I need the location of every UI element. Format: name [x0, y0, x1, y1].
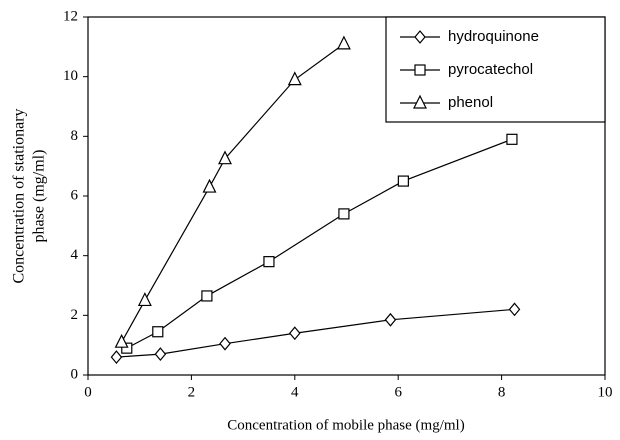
series-line — [121, 43, 345, 343]
marker — [338, 208, 350, 220]
marker — [508, 302, 521, 317]
y-tick-label: 6 — [71, 187, 79, 203]
series-line — [126, 138, 513, 349]
marker — [114, 333, 129, 348]
marker — [152, 326, 164, 338]
legend-marker — [414, 30, 426, 44]
marker — [287, 71, 302, 86]
marker — [384, 312, 397, 327]
y-axis-label: Concentration of stationary — [11, 108, 28, 283]
y-tick-label: 4 — [71, 247, 79, 263]
y-tick-label: 0 — [71, 366, 79, 382]
y-tick-label: 10 — [63, 68, 78, 84]
y-axis-label: phase (mg/ml) — [31, 150, 48, 243]
marker — [263, 256, 275, 268]
legend-label: pyrocatechol — [448, 61, 533, 78]
x-tick-label: 10 — [598, 384, 613, 400]
marker — [110, 350, 123, 365]
y-tick-label: 12 — [63, 8, 78, 24]
legend-marker — [413, 94, 427, 109]
x-tick-label: 0 — [84, 384, 92, 400]
x-tick-label: 4 — [291, 384, 299, 400]
marker — [336, 35, 351, 50]
marker — [137, 292, 152, 307]
marker — [154, 347, 167, 362]
legend-label: hydroquinone — [448, 28, 539, 45]
marker — [219, 336, 231, 351]
y-tick-label: 8 — [71, 128, 79, 144]
marker — [201, 290, 213, 302]
marker — [121, 342, 133, 354]
marker — [397, 175, 409, 187]
marker — [218, 150, 232, 165]
marker — [506, 133, 518, 145]
x-tick-label: 2 — [188, 384, 196, 400]
x-tick-label: 6 — [394, 384, 402, 400]
legend-label: phenol — [448, 94, 493, 111]
y-tick-label: 2 — [71, 307, 79, 323]
x-tick-label: 8 — [498, 384, 506, 400]
series-line — [116, 308, 515, 358]
marker — [202, 178, 217, 193]
legend-marker — [414, 64, 426, 76]
marker — [289, 326, 301, 341]
x-axis-label: Concentration of mobile phase (mg/ml) — [227, 417, 464, 433]
